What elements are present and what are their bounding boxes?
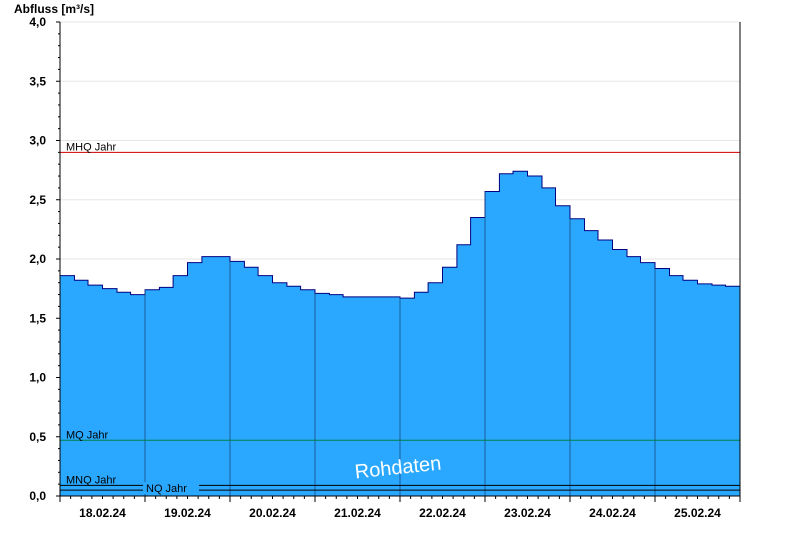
y-tick-label: 1,0: [29, 371, 46, 385]
y-tick-label: 0,0: [29, 489, 46, 503]
x-tick-label: 21.02.24: [334, 506, 381, 520]
discharge-line: [60, 170, 741, 299]
y-tick-label: 3,5: [29, 74, 46, 88]
y-tick-label: 0,5: [29, 430, 46, 444]
y-tick-label: 3,0: [29, 134, 46, 148]
reference-label: NQ Jahr: [146, 483, 187, 495]
y-tick-label: 4,0: [29, 15, 46, 29]
reference-label-bg: [143, 482, 199, 495]
x-tick-label: 25.02.24: [674, 506, 721, 520]
x-tick-label: 19.02.24: [164, 506, 211, 520]
y-tick-label: 2,0: [29, 252, 46, 266]
y-tick-label: 1,5: [29, 311, 46, 325]
reference-label: MQ Jahr: [66, 429, 109, 441]
reference-label: MNQ Jahr: [66, 474, 116, 486]
x-tick-label: 23.02.24: [504, 506, 551, 520]
x-tick-label: 24.02.24: [589, 506, 636, 520]
x-tick-label: 20.02.24: [249, 506, 296, 520]
reference-label: MHQ Jahr: [66, 141, 116, 153]
y-tick-label: 2,5: [29, 193, 46, 207]
x-tick-label: 18.02.24: [79, 506, 126, 520]
x-tick-label: 22.02.24: [419, 506, 466, 520]
y-axis-title: Abfluss [m³/s]: [14, 2, 94, 16]
